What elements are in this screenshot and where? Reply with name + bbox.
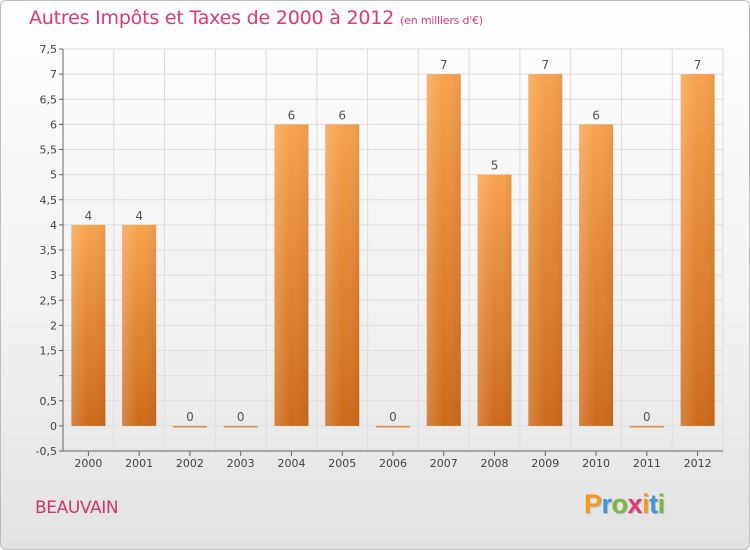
y-tick-label: 6,5 — [40, 93, 58, 106]
x-tick-label-2002: 2002 — [176, 457, 204, 470]
y-tick-label: 2 — [50, 319, 57, 332]
place-name: BEAUVAIN — [35, 498, 119, 518]
data-label-2007: 7 — [440, 58, 448, 72]
data-label-2012: 7 — [694, 58, 702, 72]
data-label-2010: 6 — [592, 108, 600, 122]
logo-letter: P — [584, 489, 602, 519]
x-tick-label-2006: 2006 — [379, 457, 407, 470]
proxiti-logo: Proxiti — [584, 489, 665, 520]
data-labels: 4 4 0 0 6 6 0 7 5 7 6 0 7 — [85, 58, 702, 424]
bar-2006 — [376, 425, 410, 428]
y-tick-label: -0,5 — [36, 445, 57, 458]
logo-letter: t — [649, 489, 658, 519]
x-tick-label-2010: 2010 — [582, 457, 610, 470]
data-label-2008: 5 — [491, 159, 499, 173]
logo-letter: r — [601, 489, 613, 519]
logo-letter: i — [657, 489, 666, 519]
bar-2011 — [629, 425, 664, 428]
y-tick-label: 7 — [50, 68, 57, 81]
y-tick-label: 4,5 — [40, 194, 58, 207]
x-tick-label-2000: 2000 — [74, 457, 102, 470]
data-label-2003: 0 — [237, 410, 245, 424]
data-label-2004: 6 — [288, 108, 296, 122]
x-tick-label-2007: 2007 — [430, 457, 458, 470]
bar-2002 — [172, 425, 207, 428]
y-tick-label: 5,5 — [40, 144, 58, 157]
data-label-2002: 0 — [186, 410, 194, 424]
data-label-2000: 4 — [85, 209, 93, 223]
y-tick-label: 3,5 — [40, 244, 58, 257]
y-tick-label: 4 — [50, 219, 57, 232]
data-label-2011: 0 — [643, 410, 651, 424]
logo-letter: o — [611, 489, 629, 519]
data-label-2006: 0 — [389, 410, 397, 424]
x-tick-label-2004: 2004 — [277, 457, 305, 470]
y-tick-label: 7,5 — [40, 43, 58, 56]
x-tick-label-2003: 2003 — [227, 457, 255, 470]
x-tick-label-2005: 2005 — [328, 457, 356, 470]
bar-shade-2009 — [528, 74, 563, 426]
bars — [71, 74, 715, 428]
x-tick-label-2001: 2001 — [125, 457, 153, 470]
data-label-2005: 6 — [338, 108, 346, 122]
bar-shade-2005 — [325, 124, 360, 426]
x-tick-label-2011: 2011 — [633, 457, 661, 470]
logo-letter: x — [627, 489, 643, 519]
bar-shade-2001 — [122, 224, 157, 426]
chart-subtitle: (en milliers d'€) — [400, 14, 483, 27]
bar-shade-2008 — [477, 174, 512, 426]
y-tick-label: 6 — [50, 118, 57, 131]
bar-shade-2000 — [71, 224, 106, 426]
bar-2003 — [223, 425, 258, 428]
y-tick-label: 0 — [50, 420, 57, 433]
chart-title: Autres Impôts et Taxes de 2000 à 2012 (en… — [29, 7, 483, 29]
y-tick-label: 3 — [50, 269, 57, 282]
y-tick-label: 1,5 — [40, 345, 58, 358]
bar-shade-2012 — [680, 74, 715, 426]
bar-shade-2010 — [579, 124, 614, 426]
y-tick-label: 2,5 — [40, 294, 58, 307]
grid-lines — [62, 48, 724, 452]
x-tick-label-2012: 2012 — [684, 457, 712, 470]
y-tick-label: 5 — [50, 169, 57, 182]
x-tick-label-2008: 2008 — [481, 457, 509, 470]
logo-letter: i — [642, 489, 650, 519]
chart-title-text: Autres Impôts et Taxes de 2000 à 2012 — [29, 7, 395, 29]
bar-shade-2007 — [426, 74, 461, 426]
y-tick-label: 0,5 — [40, 395, 58, 408]
x-tick-label-2009: 2009 — [531, 457, 559, 470]
data-label-2001: 4 — [135, 209, 143, 223]
bar-shade-2004 — [274, 124, 309, 426]
axes: -0,5 0 0,5 1,5 2 2,5 3 3,5 4 4,5 5 5,5 6 6,5 7 7,5 2000 2… — [36, 43, 723, 470]
data-label-2009: 7 — [541, 58, 549, 72]
